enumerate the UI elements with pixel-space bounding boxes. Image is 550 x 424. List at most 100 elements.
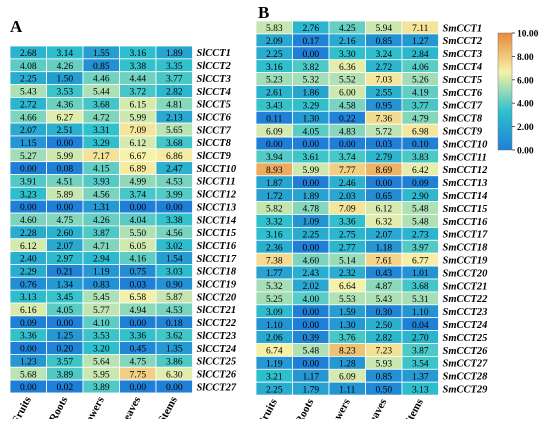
cell-value-label: 0.00 (302, 308, 319, 318)
cell-value-label: 5.52 (339, 76, 356, 86)
cell-value-label: 4.00 (302, 295, 319, 305)
cell-value-label: 5.48 (412, 205, 429, 215)
cell-value-label: 3.61 (302, 153, 319, 163)
cell-value-label: 4.25 (339, 24, 356, 34)
row-label: SmCCT7 (443, 101, 483, 112)
cell-value-label: 3.68 (93, 100, 110, 110)
cell-value-label: 1.37 (412, 372, 429, 382)
cell-value-label: 5.48 (412, 218, 429, 228)
row-label: SmCCT18 (443, 243, 489, 254)
cell-value-label: 2.84 (412, 50, 429, 60)
cell-value-label: 0.95 (375, 101, 392, 111)
cell-value-label: 2.50 (375, 321, 392, 331)
cell-value-label: 1.55 (93, 49, 110, 59)
row-label: SlCCT13 (197, 202, 237, 213)
cell-value-label: 1.28 (339, 359, 356, 369)
cell-value-label: 3.21 (266, 372, 283, 382)
cell-value-label: 4.83 (339, 127, 356, 137)
cell-value-label: 2.07 (375, 230, 392, 240)
cell-value-label: 0.65 (375, 192, 392, 202)
cell-value-label: 3.62 (166, 332, 183, 342)
colorbar-tick-label: 4.00 (517, 100, 534, 110)
row-label: SmCCT14 (443, 191, 488, 202)
row-label: SmCCT28 (443, 372, 489, 383)
cell-value-label: 0.90 (166, 280, 183, 290)
cell-value-label: 0.50 (375, 385, 392, 395)
cell-value-label: 0.43 (375, 269, 392, 279)
cell-value-label: 3.57 (56, 357, 73, 367)
row-label: SlCCT5 (197, 100, 231, 111)
panel-label: A (10, 17, 23, 36)
cell-value-label: 4.05 (302, 127, 319, 137)
cell-value-label: 4.05 (56, 306, 73, 316)
cell-value-label: 3.53 (56, 88, 73, 98)
cell-value-label: 0.03 (375, 140, 392, 150)
cell-value-label: 5.99 (56, 152, 73, 162)
row-label: SmCCT16 (443, 217, 489, 228)
cell-value-label: 5.95 (93, 370, 110, 380)
cell-value-label: 3.16 (129, 49, 146, 59)
cell-value-label: 5.14 (339, 256, 356, 266)
row-label: SmCCT17 (443, 230, 489, 241)
cell-value-label: 0.00 (129, 383, 146, 393)
cell-value-label: 5.94 (375, 24, 392, 34)
cell-value-label: 4.06 (412, 63, 429, 73)
cell-value-label: 4.56 (93, 190, 110, 200)
cell-value-label: 1.31 (93, 203, 110, 213)
cell-value-label: 4.36 (56, 100, 73, 110)
cell-value-label: 6.09 (266, 127, 283, 137)
cell-value-label: 0.85 (93, 62, 110, 72)
row-label: SlCCT1 (197, 48, 231, 59)
cell-value-label: 7.75 (129, 370, 146, 380)
colorbar-tick-label: 6.00 (517, 76, 534, 86)
cell-value-label: 0.85 (375, 372, 392, 382)
row-label: SmCCT11 (443, 152, 487, 163)
cell-value-label: 2.02 (302, 282, 319, 292)
cell-value-label: 0.11 (266, 114, 283, 124)
cell-value-label: 5.25 (266, 295, 283, 305)
cell-value-label: 0.00 (302, 359, 319, 369)
cell-value-label: 0.04 (412, 321, 429, 331)
cell-value-label: 0.00 (56, 319, 73, 329)
cell-value-label: 6.30 (166, 370, 183, 380)
cell-value-label: 2.75 (339, 230, 356, 240)
row-label: SlCCT15 (197, 228, 237, 239)
cell-value-label: 2.55 (375, 89, 392, 99)
column-label: Flowers (79, 394, 107, 419)
row-label: SlCCT4 (197, 87, 231, 98)
cell-value-label: 7.77 (339, 166, 356, 176)
cell-value-label: 3.36 (129, 332, 146, 342)
cell-value-label: 4.08 (20, 62, 37, 72)
cell-value-label: 5.27 (20, 152, 37, 162)
cell-value-label: 5.68 (20, 370, 37, 380)
cell-value-label: 6.58 (129, 293, 146, 303)
cell-value-label: 0.00 (302, 50, 319, 60)
cell-value-label: 1.15 (20, 139, 37, 149)
cell-value-label: 4.87 (375, 282, 392, 292)
cell-value-label: 0.03 (129, 280, 146, 290)
cell-value-label: 3.77 (166, 75, 183, 85)
row-label: SmCCT4 (443, 62, 483, 73)
cell-value-label: 3.16 (266, 230, 283, 240)
cell-value-label: 3.87 (93, 229, 110, 239)
cell-value-label: 1.89 (302, 192, 319, 202)
cell-value-label: 6.05 (129, 242, 146, 252)
cell-value-label: 3.38 (129, 62, 146, 72)
cell-value-label: 4.26 (56, 62, 73, 72)
cell-value-label: 3.31 (93, 126, 110, 136)
column-label: Stems (156, 394, 180, 419)
cell-value-label: 3.91 (20, 178, 37, 188)
cell-value-label: 7.17 (93, 152, 110, 162)
column-label: Roots (293, 396, 317, 419)
cell-value-label: 4.15 (93, 165, 110, 175)
row-label: SmCCT15 (443, 204, 488, 215)
cell-value-label: 2.47 (166, 165, 183, 175)
cell-value-label: 0.00 (20, 345, 37, 355)
cell-value-label: 3.97 (412, 243, 429, 253)
cell-value-label: 4.99 (129, 178, 146, 188)
cell-value-label: 7.36 (375, 114, 392, 124)
cell-value-label: 5.50 (129, 229, 146, 239)
cell-value-label: 4.66 (20, 113, 37, 123)
cell-value-label: 0.00 (20, 165, 37, 175)
cell-value-label: 2.82 (375, 334, 392, 344)
